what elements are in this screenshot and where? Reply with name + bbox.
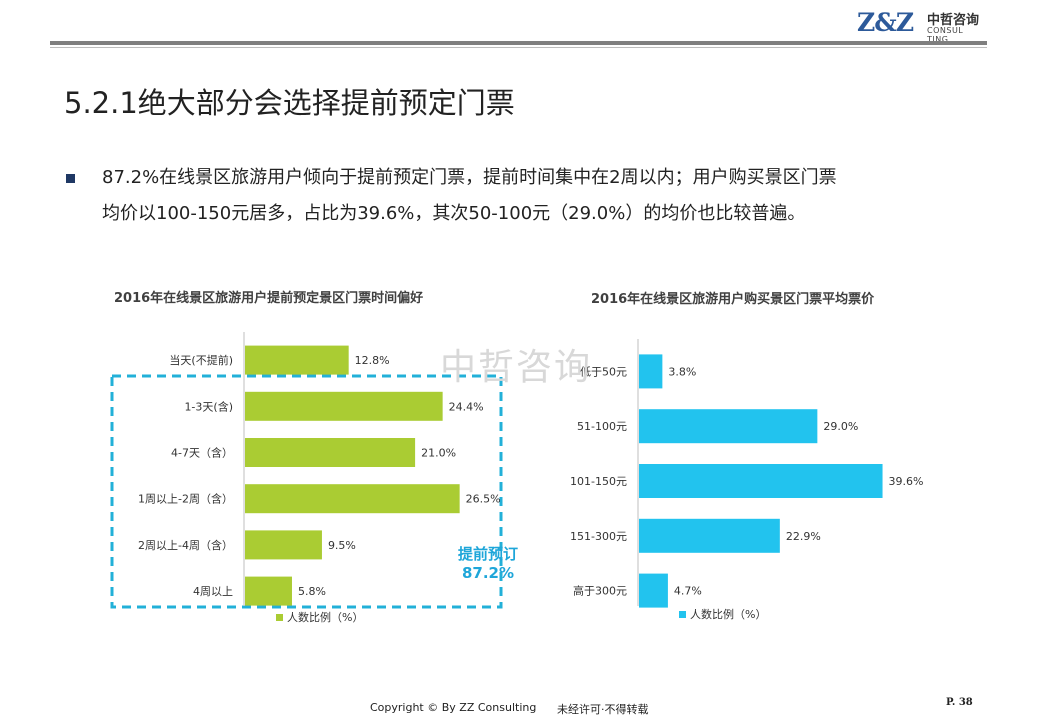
price-category-label: 151-300元 [570, 530, 627, 543]
time-data-label: 21.0% [421, 447, 456, 460]
time-category-label: 1-3天(含) [184, 399, 233, 413]
time-bar [245, 484, 460, 514]
page-number: P. 38 [946, 697, 973, 708]
chart-left-title: 2016年在线景区旅游用户提前预定景区门票时间偏好 [114, 291, 424, 306]
price-bar [639, 518, 780, 553]
price-bar [639, 354, 663, 389]
body-line-1: 87.2%在线景区旅游用户倾向于提前预定门票，提前时间集中在2周以内；用户购买景… [102, 167, 837, 188]
callout-advance-booking: 提前预订 87.2% [458, 545, 518, 583]
footer-copyright: Copyright © By ZZ Consulting [370, 701, 537, 714]
price-data-label: 22.9% [786, 530, 821, 543]
time-category-label: 当天(不提前) [169, 353, 233, 367]
callout-value: 87.2% [461, 564, 515, 582]
time-category-label: 4-7天（含） [171, 446, 233, 460]
bullet-square-icon [66, 174, 75, 183]
price-data-label: 3.8% [668, 365, 696, 378]
brand-logo: Z&Z 中哲咨询 CONSUL TING [857, 8, 987, 44]
logo-english-name: CONSUL TING [927, 26, 964, 44]
footer-note: 未经许可·不得转载 [557, 703, 649, 716]
price-data-label: 39.6% [889, 475, 924, 488]
slide-title: 5.2.1绝大部分会选择提前预定门票 [64, 86, 515, 120]
time-data-label: 12.8% [355, 354, 390, 367]
time-data-label: 9.5% [328, 539, 356, 552]
time-bar [245, 391, 443, 421]
time-category-label: 1周以上-2周（含） [138, 492, 233, 506]
price-data-label: 29.0% [823, 420, 858, 433]
price-bar [639, 464, 883, 498]
price-category-label: 高于300元 [573, 584, 627, 598]
price-category-label: 51-100元 [577, 420, 627, 433]
time-category-label: 2周以上-4周（含） [138, 538, 233, 552]
time-bar [245, 345, 349, 375]
watermark-text: 中哲咨询 [440, 347, 593, 388]
time-data-label: 26.5% [466, 493, 501, 506]
price-legend-swatch [679, 611, 686, 618]
price-data-label: 4.7% [674, 585, 702, 598]
time-bar [245, 438, 416, 467]
time-legend-swatch [276, 614, 283, 621]
chart-right-title: 2016年在线景区旅游用户购买景区门票平均票价 [591, 292, 875, 307]
header-divider-thin [50, 47, 987, 48]
logo-mark: Z&Z [857, 8, 914, 37]
time-bar [245, 530, 322, 560]
advance-booking-highlight-box [110, 374, 503, 609]
price-legend-label: 人数比例（%） [690, 607, 766, 621]
price-category-label: 101-150元 [570, 475, 627, 488]
time-category-label: 4周以上 [193, 585, 233, 598]
time-data-label: 5.8% [298, 585, 326, 598]
time-data-label: 24.4% [449, 400, 484, 413]
time-legend-label: 人数比例（%） [287, 610, 363, 624]
price-bar [639, 573, 668, 608]
price-category-label: 低于50元 [580, 365, 627, 378]
header-divider-thick [50, 41, 987, 45]
time-bar [245, 576, 292, 606]
body-paragraph: 87.2%在线景区旅游用户倾向于提前预定门票，提前时间集中在2周以内；用户购买景… [102, 160, 982, 232]
callout-label: 提前预订 [458, 545, 519, 563]
body-line-2: 均价以100-150元居多，占比为39.6%，其次50-100元（29.0%）的… [102, 203, 806, 224]
price-bar [639, 409, 818, 444]
logo-chinese-name: 中哲咨询 [927, 13, 980, 28]
